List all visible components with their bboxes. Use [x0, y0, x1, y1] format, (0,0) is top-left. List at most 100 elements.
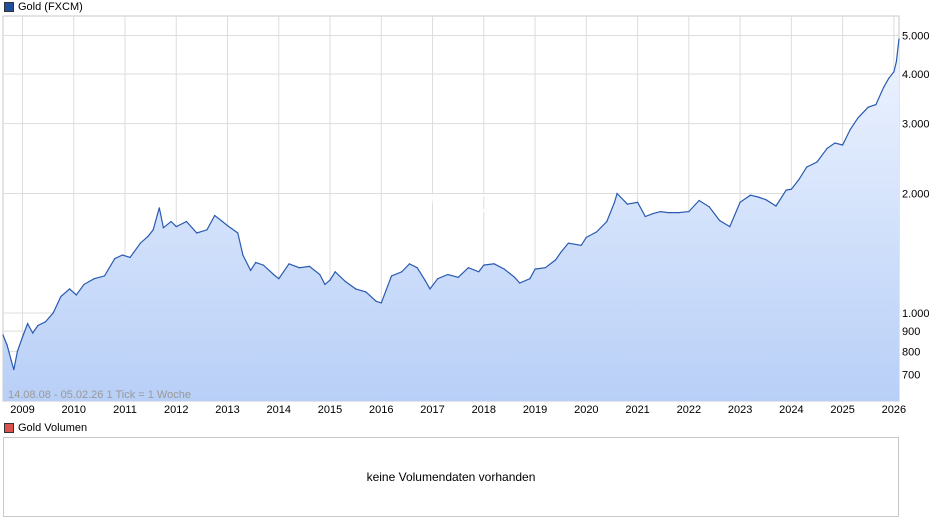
x-tick-label: 2018: [472, 404, 496, 416]
x-tick-label: 2025: [830, 404, 854, 416]
data-point: [185, 220, 188, 223]
data-point: [298, 267, 300, 269]
range-note: 14.08.08 - 05.02.26 1 Tick = 1 Woche: [8, 389, 191, 401]
data-point: [21, 336, 24, 338]
data-point: [2, 334, 4, 336]
data-point: [585, 236, 587, 239]
data-point: [613, 201, 616, 203]
data-point: [606, 220, 608, 223]
data-point: [129, 256, 131, 259]
data-point: [69, 288, 71, 290]
data-point: [355, 288, 357, 290]
data-point: [308, 265, 311, 268]
data-point: [401, 271, 403, 273]
data-point: [249, 269, 252, 271]
data-point: [806, 166, 808, 168]
y-tick-label: 700: [902, 369, 920, 381]
data-point: [152, 229, 154, 231]
data-point: [170, 220, 172, 223]
data-point: [10, 359, 12, 361]
data-point: [121, 254, 124, 256]
data-point: [718, 219, 721, 222]
legend-swatch-icon: [4, 423, 14, 433]
data-point: [16, 350, 18, 353]
data-point: [226, 224, 229, 227]
data-point: [319, 273, 321, 276]
data-point: [478, 271, 480, 273]
data-point: [729, 226, 731, 228]
data-point: [424, 279, 426, 281]
data-point: [554, 259, 557, 261]
legend-label-gold: Gold (FXCM): [18, 1, 83, 13]
x-tick-label: 2015: [318, 404, 342, 416]
data-point: [867, 106, 869, 108]
data-point: [898, 38, 900, 40]
x-tick-label: 2016: [369, 404, 393, 416]
data-point: [44, 321, 47, 323]
data-point: [288, 263, 290, 265]
data-point: [147, 235, 149, 237]
data-point: [375, 300, 377, 302]
y-tick-label: 4.000: [902, 69, 930, 81]
data-point: [75, 294, 77, 296]
data-point: [660, 211, 662, 213]
data-point: [765, 199, 767, 201]
data-point: [334, 271, 336, 273]
data-point: [842, 144, 844, 146]
data-point: [467, 267, 470, 269]
data-point: [893, 71, 895, 73]
data-point: [513, 276, 516, 278]
data-point: [329, 279, 331, 281]
data-point: [493, 263, 495, 265]
x-tick-label: 2021: [625, 404, 649, 416]
legend-label-volume: Gold Volumen: [18, 422, 88, 434]
volume-message: keine Volumendaten vorhanden: [366, 470, 536, 484]
data-point: [390, 275, 393, 277]
legend-swatch-icon: [4, 2, 14, 12]
x-tick-label: 2011: [113, 404, 137, 416]
y-tick-label: 3.000: [902, 119, 930, 131]
data-point: [483, 264, 485, 266]
data-point: [242, 254, 244, 256]
x-tick-label: 2009: [10, 404, 34, 416]
x-tick-label: 2022: [677, 404, 701, 416]
y-axis: 700 800 900 1.000 2.000 3.000 4.000 5.000: [902, 31, 930, 382]
x-tick-label: 2024: [779, 404, 803, 416]
y-tick-label: 2.000: [902, 188, 930, 200]
data-point: [529, 278, 531, 280]
data-point: [857, 117, 859, 119]
data-point: [667, 211, 669, 214]
data-point: [103, 275, 106, 277]
data-point: [503, 268, 505, 270]
volume-panel: keine Volumendaten vorhanden: [3, 437, 899, 517]
y-tick-label: 900: [902, 326, 920, 338]
data-point: [13, 368, 15, 371]
data-point: [834, 142, 836, 144]
data-point: [273, 273, 275, 276]
data-point: [437, 278, 439, 280]
data-point: [749, 194, 751, 196]
data-point: [534, 268, 536, 270]
data-point: [616, 192, 618, 195]
legend-volume: Gold Volumen: [4, 422, 87, 434]
data-point: [175, 226, 177, 228]
data-point: [785, 189, 787, 191]
data-points: [2, 38, 900, 371]
data-point: [580, 244, 582, 246]
x-tick-label: 2017: [420, 404, 444, 416]
data-point: [567, 242, 569, 244]
y-tick-label: 5.000: [902, 31, 930, 43]
data-point: [237, 232, 239, 234]
y-tick-label: 800: [902, 346, 920, 358]
data-point: [708, 206, 710, 208]
data-point: [365, 291, 367, 293]
data-point: [447, 273, 449, 276]
data-point: [560, 251, 562, 254]
data-point: [262, 264, 264, 266]
data-point: [826, 147, 828, 149]
data-point: [37, 324, 39, 327]
data-point: [875, 103, 877, 106]
data-point: [895, 60, 898, 63]
data-point: [626, 203, 628, 205]
data-point: [775, 205, 777, 207]
